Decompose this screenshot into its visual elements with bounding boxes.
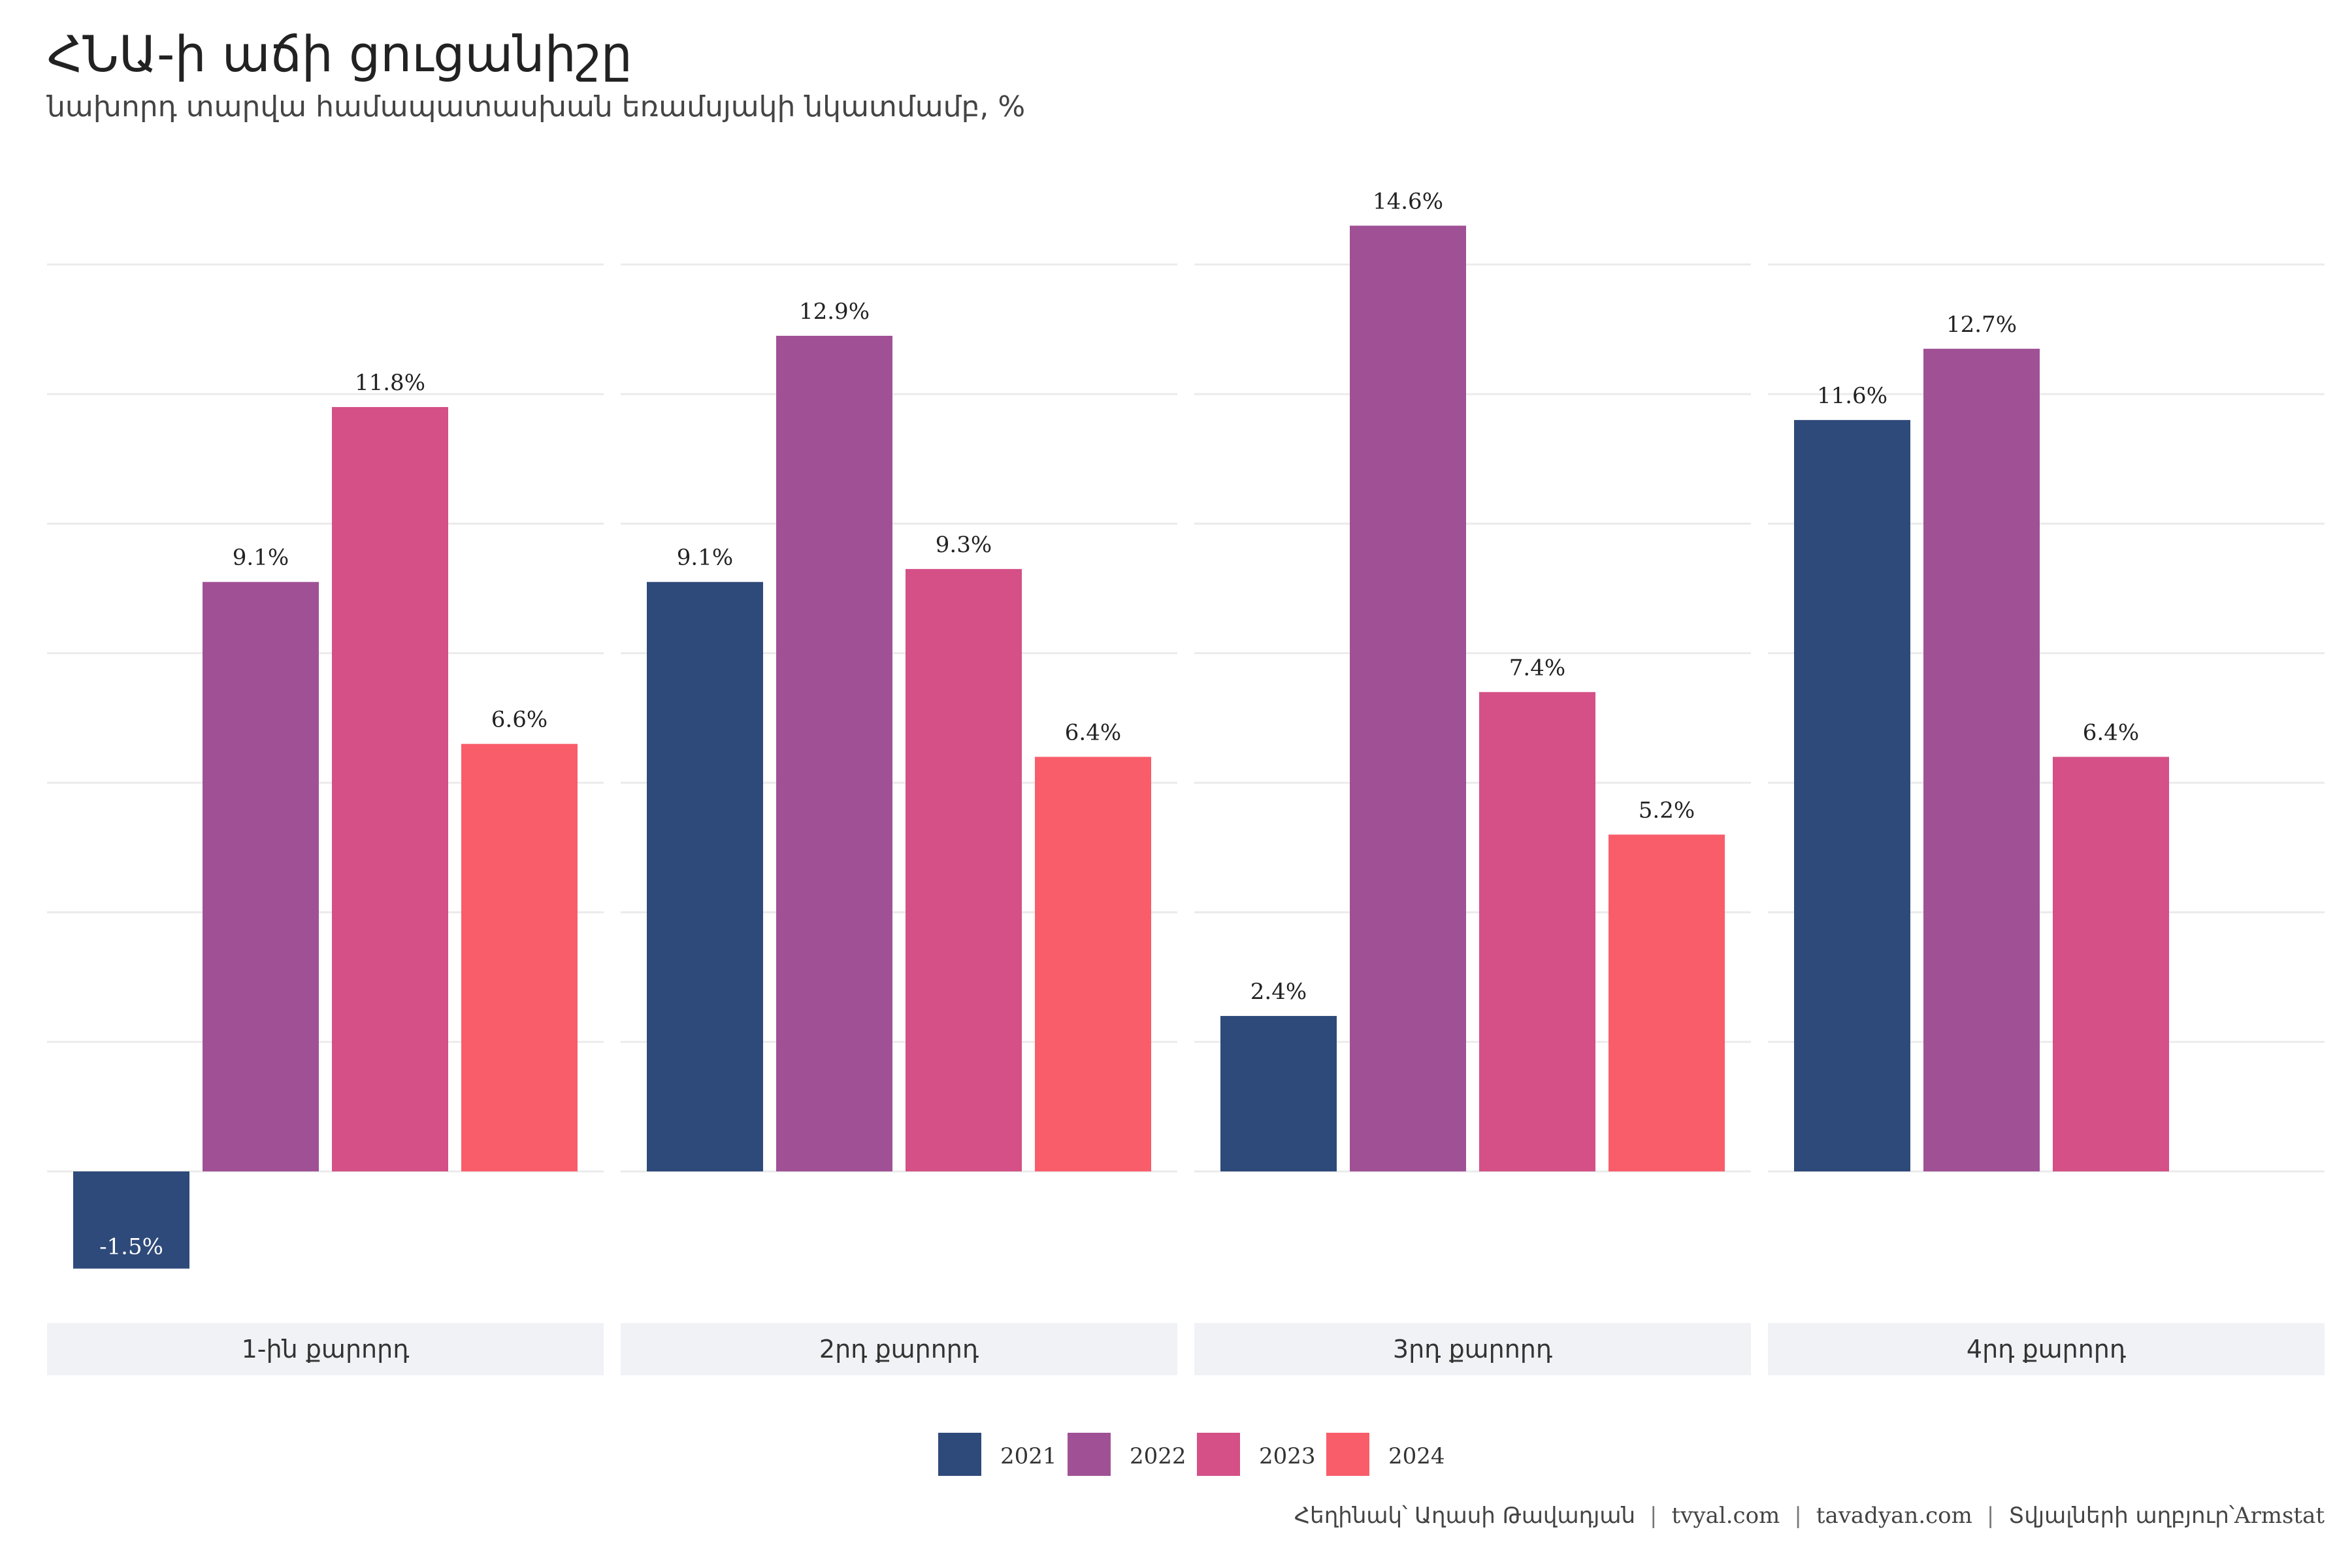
facet-strip: [1768, 1323, 2325, 1375]
caption-separator: |: [1794, 1503, 1802, 1529]
data-label: 7.4%: [1509, 655, 1565, 681]
facet-strip: [1194, 1323, 1751, 1375]
caption-author: Հեղինակ՝ Աղասի Թավադյան: [1294, 1503, 1636, 1529]
facet-strip: [47, 1323, 604, 1375]
caption-site-2[interactable]: tavadyan.com: [1816, 1503, 1972, 1529]
data-label: 9.1%: [677, 545, 733, 571]
bar-2023-q4: [2053, 757, 2169, 1171]
facet-strip: [621, 1323, 1177, 1375]
caption-source-label: Տվյալների աղբյուր՝: [2008, 1503, 2234, 1529]
data-label: 2.4%: [1250, 979, 1307, 1005]
bar-2024-q1: [461, 743, 578, 1171]
legend-label: 2022: [1130, 1443, 1186, 1469]
caption-separator: |: [1986, 1503, 1995, 1529]
bar-2024-q3: [1609, 834, 1725, 1171]
bar-2021-q1: [73, 1171, 189, 1269]
legend-key-2022: [1068, 1433, 1111, 1476]
data-label: 5.2%: [1639, 797, 1695, 823]
data-label: 6.4%: [2083, 719, 2139, 745]
bar-2022-q4: [1923, 348, 2040, 1172]
bar-2021-q3: [1220, 1016, 1337, 1171]
caption: Հեղինակ՝ Աղասի Թավադյան | tvyal.com | tavady…: [1294, 1503, 2325, 1529]
data-label: 11.8%: [355, 370, 425, 396]
bar-2023-q3: [1479, 692, 1595, 1171]
bar-2022-q2: [776, 335, 892, 1171]
bar-2022-q1: [203, 581, 319, 1171]
data-label: 6.6%: [491, 707, 547, 733]
facet-label: 1-ին քարորդ: [242, 1335, 410, 1364]
bar-2022-q3: [1350, 225, 1466, 1171]
data-label: 9.3%: [936, 532, 992, 558]
data-label: 12.9%: [799, 299, 870, 325]
caption-site-1[interactable]: tvyal.com: [1671, 1503, 1780, 1529]
legend-label: 2023: [1259, 1443, 1316, 1469]
legend-key-2021: [938, 1433, 981, 1476]
facet-label: 3րդ քարորդ: [1393, 1335, 1552, 1364]
bar-2021-q2: [647, 581, 763, 1171]
caption-separator: |: [1650, 1503, 1658, 1529]
data-label: 9.1%: [233, 545, 289, 571]
caption-source-name: Armstat: [2234, 1503, 2325, 1529]
data-label: -1.5%: [99, 1234, 163, 1260]
facet-label: 4րդ քարորդ: [1967, 1335, 2126, 1364]
bar-2023-q2: [906, 568, 1022, 1171]
data-label: 14.6%: [1373, 188, 1443, 214]
legend-label: 2021: [1000, 1443, 1057, 1469]
facet-label: 2րդ քարորդ: [819, 1335, 979, 1364]
data-label: 12.7%: [1946, 312, 2017, 338]
bar-2021-q4: [1794, 419, 1910, 1171]
chart-subtitle: նախորդ տարվա համապատասխան եռամսյակի նկատ…: [47, 90, 1026, 123]
legend-label: 2024: [1388, 1443, 1445, 1469]
data-label: 11.6%: [1817, 383, 1887, 409]
legend-key-2024: [1326, 1433, 1369, 1476]
chart-title: ՀՆԱ-ի աճի ցուցանիշը: [47, 25, 632, 83]
data-label: 6.4%: [1065, 719, 1121, 745]
legend-key-2023: [1197, 1433, 1240, 1476]
bar-2023-q1: [332, 407, 448, 1171]
bar-2024-q2: [1035, 757, 1151, 1171]
